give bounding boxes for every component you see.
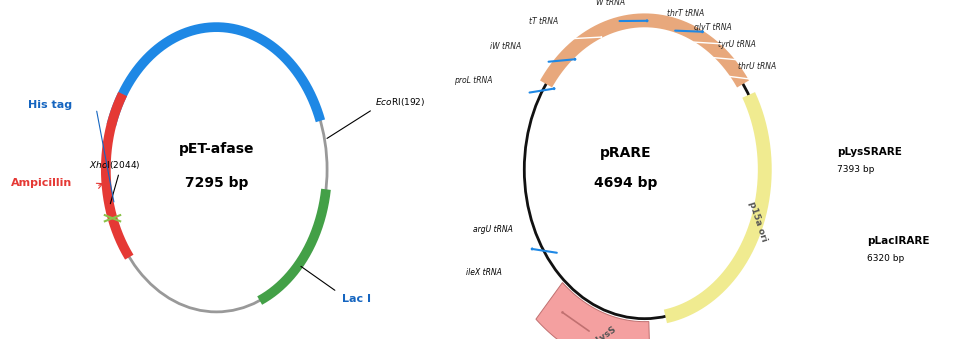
Text: p15a ori: p15a ori <box>747 200 768 243</box>
Text: W tRNA: W tRNA <box>595 0 624 7</box>
Text: thrU tRNA: thrU tRNA <box>737 62 776 71</box>
Text: tyrU tRNA: tyrU tRNA <box>717 40 754 49</box>
Text: 7393 bp: 7393 bp <box>836 164 874 174</box>
Text: 6320 bp: 6320 bp <box>866 254 903 263</box>
Text: His tag: His tag <box>28 100 72 111</box>
Text: 4694 bp: 4694 bp <box>593 176 656 190</box>
Text: ileX tRNA: ileX tRNA <box>465 268 502 277</box>
Text: 7295 bp: 7295 bp <box>185 176 248 190</box>
Text: iW tRNA: iW tRNA <box>490 42 521 51</box>
Text: thrT tRNA: thrT tRNA <box>667 9 703 18</box>
Text: tT tRNA: tT tRNA <box>529 17 557 26</box>
Text: LysS: LysS <box>593 325 617 339</box>
Text: $Xho$I(2044): $Xho$I(2044) <box>88 159 140 171</box>
Text: pRARE: pRARE <box>599 145 651 160</box>
Text: argU tRNA: argU tRNA <box>473 225 512 234</box>
Text: pET-afase: pET-afase <box>179 142 254 156</box>
Text: Ampicillin: Ampicillin <box>11 178 72 188</box>
Text: glyT tRNA: glyT tRNA <box>693 23 730 32</box>
Text: Lac I: Lac I <box>341 294 371 304</box>
Text: pLacIRARE: pLacIRARE <box>866 236 928 246</box>
Text: $Eco$RI(192): $Eco$RI(192) <box>374 96 425 108</box>
Text: pLysSRARE: pLysSRARE <box>836 146 900 157</box>
PathPatch shape <box>535 283 650 339</box>
Text: proL tRNA: proL tRNA <box>454 76 492 85</box>
